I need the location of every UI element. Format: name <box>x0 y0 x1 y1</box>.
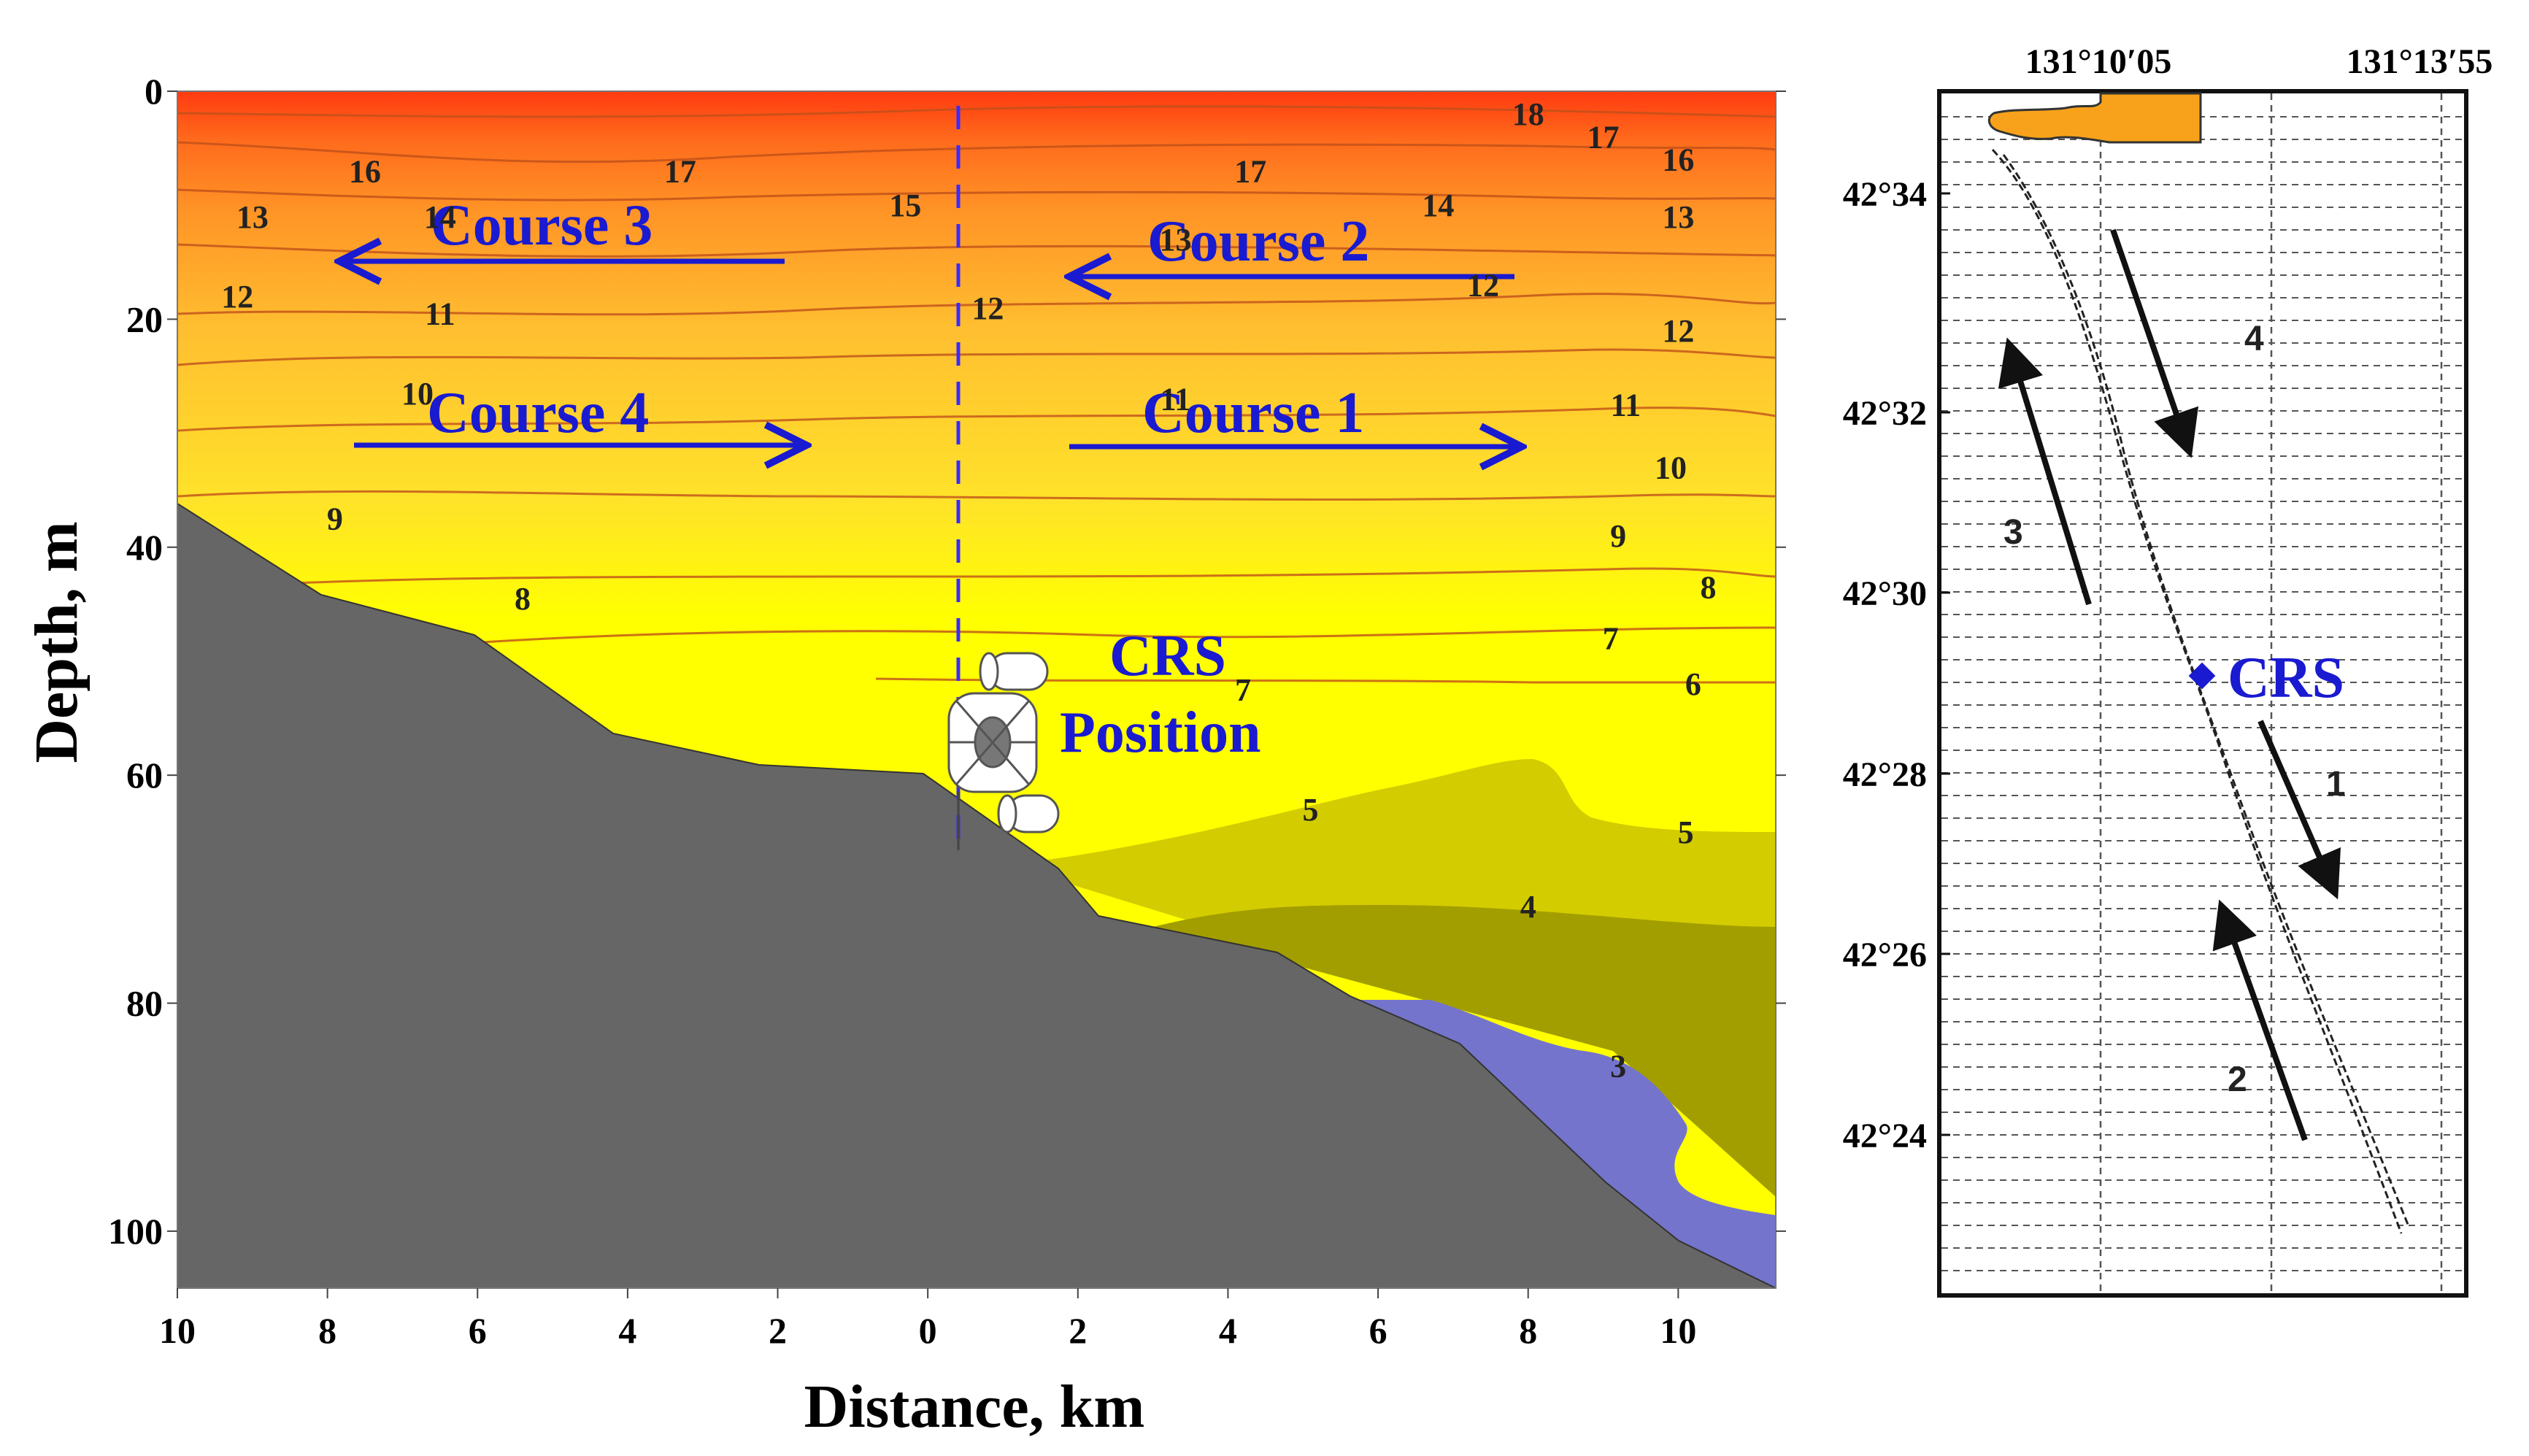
isotherm-label: 8 <box>515 581 531 617</box>
isotherm-label: 7 <box>1603 621 1619 657</box>
course-arrows <box>339 261 1522 447</box>
crs-instrument-icon <box>947 652 1060 850</box>
lon-tick-2: 131°13′55 <box>2347 42 2493 81</box>
isotherm-label: 7 <box>1235 672 1251 708</box>
isotherm-lines <box>177 105 1777 684</box>
isotherm-label: 14 <box>1422 188 1454 223</box>
track-2-arrow <box>2212 899 2308 1141</box>
isotherm-label: 12 <box>221 279 253 315</box>
map-latitude-lines <box>1941 116 2464 1271</box>
lat-tick-label: 42°28 <box>1843 755 1927 794</box>
isotherm-label: 5 <box>1303 792 1319 828</box>
track-label-2: 2 <box>2228 1060 2247 1099</box>
isotherm-label: 8 <box>1700 569 1716 605</box>
y-tick-label: 0 <box>145 71 163 112</box>
x-tick-label: 2 <box>1069 1310 1087 1351</box>
course-4-label: Course 4 <box>427 381 649 445</box>
y-axis-label: Depth, m <box>23 521 91 763</box>
isotherm-label: 11 <box>1611 388 1641 423</box>
isotherm-label: 12 <box>971 290 1004 326</box>
map-grid <box>2099 93 2443 1293</box>
course-3-label: Course 3 <box>431 193 653 258</box>
x-tick-label: 10 <box>159 1310 196 1351</box>
track-3-arrow <box>1998 337 2092 606</box>
x-tick-label: 4 <box>618 1310 636 1351</box>
crs-marker <box>2188 662 2216 690</box>
isotherm-label: 4 <box>1520 889 1536 925</box>
course-labels: Course 3 Course 2 Course 4 Course 1 <box>427 193 1369 445</box>
track-label-3: 3 <box>2003 513 2023 552</box>
x-axis-ticks: 10 8 6 4 2 0 2 4 6 8 10 <box>159 1288 1696 1351</box>
crs-label: CRS <box>1109 624 1226 688</box>
isotherm-label: 15 <box>889 188 921 223</box>
isotherm-label: 12 <box>1467 268 1499 304</box>
lat-tick-label: 42°30 <box>1843 574 1927 613</box>
course-1-label: Course 1 <box>1142 381 1364 445</box>
isotherm-label: 17 <box>1234 153 1266 189</box>
x-tick-label: 0 <box>919 1310 937 1351</box>
track-label-4: 4 <box>2244 320 2264 358</box>
isotherm-label: 10 <box>1655 450 1687 485</box>
isotherm-label: 14 <box>424 199 456 235</box>
lat-tick-label: 42°32 <box>1843 394 1927 433</box>
lat-ticks: 42°34 42°32 42°30 42°28 42°26 42°24 <box>1843 175 1950 1155</box>
temperature-section-plot: Course 3 Course 2 Course 4 Course 1 CRS … <box>23 71 1786 1441</box>
track-label-1: 1 <box>2326 765 2346 804</box>
map-panel: 4 3 1 2 CRS 131°10′05 131°13′55 42°3442°… <box>1843 42 2493 1298</box>
lat-tick-label: 42°26 <box>1843 936 1927 974</box>
isotherm-label: 16 <box>349 153 381 189</box>
track-direction-arrows <box>1998 228 2341 1141</box>
sea-bottom <box>177 502 1777 1289</box>
isotherm-label: 3 <box>1610 1048 1626 1084</box>
isotherm-label: 6 <box>1685 666 1701 702</box>
x-tick-label: 8 <box>1519 1310 1537 1351</box>
y-axis-ticks: 0 20 40 60 80 100 <box>108 71 1786 1252</box>
y-tick-label: 40 <box>126 527 163 568</box>
track-1-arrow <box>2257 720 2341 900</box>
isotherm-label: 17 <box>664 153 696 189</box>
track-4-arrow <box>2110 228 2199 458</box>
y-tick-label: 80 <box>126 983 163 1024</box>
isotherm-label: 12 <box>1662 313 1694 349</box>
y-tick-label: 20 <box>126 298 163 339</box>
y-tick-label: 60 <box>126 755 163 796</box>
crs-position-label: Position <box>1060 701 1261 765</box>
isotherm-label: 9 <box>1610 518 1626 554</box>
region-4c <box>1153 905 1776 1197</box>
x-tick-label: 2 <box>769 1310 787 1351</box>
isotherm-label: 5 <box>1678 814 1694 850</box>
ship-tracks <box>1991 148 2410 1234</box>
lon-tick-1: 131°10′05 <box>2025 42 2172 81</box>
x-tick-label: 4 <box>1219 1310 1237 1351</box>
isotherm-label: 18 <box>1512 96 1544 132</box>
isotherm-labels: 18 17 16 16 17 15 17 14 13 13 14 13 12 11 12 12 12 10 11 11… <box>221 96 1716 1084</box>
x-tick-label: 8 <box>318 1310 336 1351</box>
map-frame <box>1937 89 2468 1298</box>
section-frame <box>177 90 1777 1289</box>
region-3c <box>1350 1000 1776 1288</box>
x-axis-label: Distance, km <box>804 1373 1145 1441</box>
x-tick-label: 6 <box>1369 1310 1387 1351</box>
x-tick-label: 10 <box>1660 1310 1696 1351</box>
isotherm-label: 11 <box>1160 382 1191 417</box>
isotherm-label: 13 <box>1159 222 1191 258</box>
isotherm-label: 9 <box>327 501 343 537</box>
isotherm-label: 11 <box>425 296 455 332</box>
lat-tick-label: 42°34 <box>1843 175 1927 214</box>
isotherm-label: 10 <box>401 376 434 412</box>
isotherm-label: 16 <box>1662 142 1694 178</box>
y-tick-label: 100 <box>108 1211 163 1252</box>
course-2-label: Course 2 <box>1147 209 1369 274</box>
x-tick-label: 6 <box>469 1310 487 1351</box>
isotherm-label: 13 <box>1662 199 1694 235</box>
map-crs-label: CRS <box>2228 646 2344 710</box>
coastline <box>1987 92 2202 144</box>
lat-tick-label: 42°24 <box>1843 1117 1927 1155</box>
isotherm-label: 17 <box>1587 119 1620 155</box>
isotherm-label: 13 <box>236 199 269 235</box>
